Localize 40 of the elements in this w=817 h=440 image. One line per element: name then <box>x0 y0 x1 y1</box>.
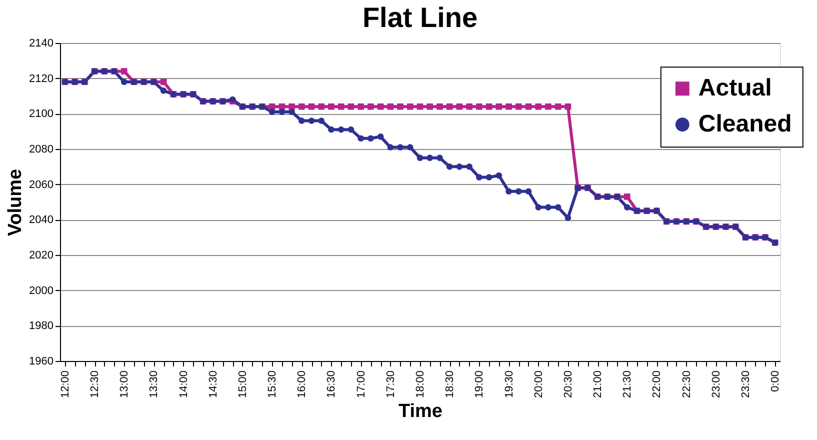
x-tick-label: 12:00 <box>59 370 72 398</box>
x-tick-label: 21:30 <box>622 370 634 398</box>
x-tick-label: 22:00 <box>651 370 664 398</box>
y-tick-label: 2000 <box>29 284 54 297</box>
x-tick-label: 17:30 <box>384 370 397 398</box>
y-tick-label: 2040 <box>29 214 54 226</box>
x-tick-label: 21:00 <box>592 370 604 398</box>
x-tick-label: 14:30 <box>207 370 220 398</box>
x-tick-label: 23:30 <box>740 370 752 398</box>
x-tick-label: 22:30 <box>680 370 693 398</box>
x-tick-label: 18:00 <box>414 370 426 398</box>
x-tick-label: 16:00 <box>296 370 308 398</box>
x-axis-title: Time <box>398 401 443 422</box>
x-tick-label: 15:30 <box>266 370 279 398</box>
x-tick-label: 12:30 <box>89 370 102 398</box>
chart-title: Flat Line <box>362 2 478 33</box>
x-tick-label: 20:00 <box>532 370 545 398</box>
x-tick-label: 14:00 <box>178 370 190 398</box>
y-tick-label: 2020 <box>29 250 54 262</box>
y-tick-label: 2080 <box>29 144 54 156</box>
y-tick-label: 2060 <box>29 178 54 191</box>
x-tick-label: 19:30 <box>503 370 516 398</box>
x-tick-label: 18:30 <box>444 370 456 398</box>
y-tick-label: 2120 <box>29 72 54 85</box>
x-tick-label: 0:00 <box>770 370 782 392</box>
x-tick-label: 13:30 <box>148 370 160 398</box>
y-tick-label: 1980 <box>29 320 54 332</box>
y-tick-label: 2140 <box>29 38 54 50</box>
legend-label: Actual <box>698 74 772 102</box>
y-tick-label: 2100 <box>29 108 54 120</box>
x-tick-label: 23:00 <box>710 370 722 398</box>
x-tick-label: 17:00 <box>355 370 368 398</box>
y-tick-label: 1960 <box>29 356 54 368</box>
x-tick-label: 13:00 <box>118 370 131 398</box>
x-tick-label: 20:30 <box>562 370 574 398</box>
x-tick-label: 16:30 <box>326 370 338 398</box>
x-tick-label: 15:00 <box>236 370 249 398</box>
legend-label: Cleaned <box>698 110 792 138</box>
y-axis-title: Volume <box>5 168 26 236</box>
x-tick-label: 19:00 <box>474 370 486 398</box>
